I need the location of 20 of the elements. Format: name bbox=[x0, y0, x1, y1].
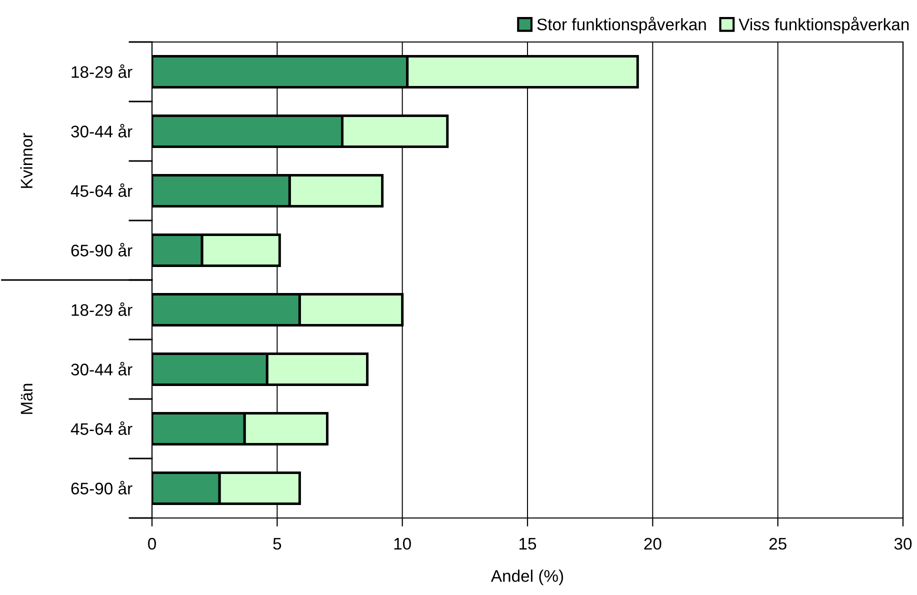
y-tick-label: 45-64 år bbox=[70, 421, 132, 435]
y-tick-label: 18-29 år bbox=[72, 64, 132, 78]
x-tick-label: 30 bbox=[894, 538, 912, 550]
y-tick-label: 30-44 år bbox=[71, 362, 132, 376]
x-tick-label: 10 bbox=[394, 538, 411, 550]
x-axis-title: Andel (%) bbox=[490, 570, 564, 586]
text: Män bbox=[20, 384, 33, 414]
y-tick-label: 65-90 år bbox=[71, 242, 132, 256]
x-tick-label: 5 bbox=[273, 538, 282, 550]
x-tick-label: 25 bbox=[769, 538, 786, 550]
text: Kvinnor bbox=[20, 133, 33, 188]
y-tick-label: 65-90 år bbox=[71, 480, 132, 494]
y-tick-label: 18-29 år bbox=[72, 302, 132, 316]
y-tick-label: 45-64 år bbox=[70, 183, 132, 197]
x-tick-label: 20 bbox=[644, 538, 662, 550]
x-tick-label: 15 bbox=[520, 538, 536, 550]
x-tick-label: 0 bbox=[148, 538, 156, 550]
legend-label: Stor funktionspåverkan bbox=[537, 16, 706, 34]
y-tick-label: 30-44 år bbox=[71, 124, 132, 138]
legend-label: Viss funktionspåverkan bbox=[738, 16, 909, 34]
